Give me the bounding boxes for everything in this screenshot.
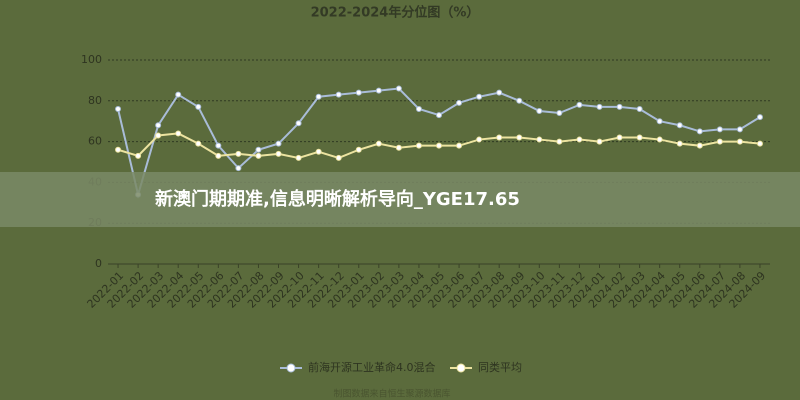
data-point: [536, 108, 543, 114]
data-point: [476, 136, 483, 143]
legend-marker: [456, 363, 466, 373]
data-point: [275, 150, 282, 157]
data-point: [616, 134, 623, 141]
data-point: [235, 165, 242, 172]
data-point: [676, 122, 683, 129]
data-point: [415, 142, 422, 149]
data-point: [215, 152, 222, 159]
data-point: [736, 138, 743, 145]
data-point: [436, 142, 442, 149]
banner-background: [0, 172, 800, 227]
data-point: [135, 152, 142, 159]
data-point: [716, 126, 723, 133]
data-point: [436, 112, 442, 119]
data-point: [195, 103, 202, 110]
data-point: [355, 146, 362, 153]
data-point: [596, 103, 603, 110]
data-point: [195, 140, 202, 147]
data-point: [556, 110, 563, 117]
data-point: [476, 93, 483, 100]
data-point: [335, 154, 342, 161]
legend-label: 同类平均: [478, 360, 522, 374]
y-tick-label: 80: [88, 94, 102, 107]
data-point: [295, 120, 302, 127]
chart-title: 2022-2024年分位图（%）: [311, 5, 480, 21]
data-point: [456, 142, 463, 149]
data-point: [596, 138, 603, 145]
data-point: [375, 140, 382, 147]
data-point: [696, 142, 703, 149]
source: 制图数据来自恒生聚源数据库: [333, 388, 450, 400]
banner: 新澳门期期准,信息明晰解析导向_YGE17.65: [155, 188, 520, 210]
data-point: [556, 138, 563, 145]
y-tick-label: 100: [81, 53, 102, 66]
legend-marker: [286, 363, 296, 373]
data-point: [456, 99, 463, 106]
y-tick-label: 0: [95, 257, 102, 270]
data-point: [335, 91, 342, 98]
data-point: [676, 140, 683, 147]
data-point: [756, 140, 763, 147]
data-point: [576, 136, 583, 143]
data-point: [395, 85, 402, 92]
data-point: [315, 148, 322, 155]
data-point: [255, 146, 262, 153]
data-point: [295, 154, 302, 161]
data-point: [656, 118, 663, 125]
data-point: [756, 114, 763, 121]
data-point: [496, 89, 503, 96]
data-point: [736, 126, 743, 133]
data-point: [255, 152, 262, 159]
data-point: [235, 150, 242, 157]
data-point: [115, 105, 122, 112]
data-point: [395, 144, 402, 151]
data-point: [215, 142, 222, 149]
data-point: [516, 97, 523, 104]
data-point: [175, 91, 182, 98]
y-tick-label: 60: [88, 135, 102, 148]
data-point: [616, 103, 623, 110]
data-point: [636, 105, 643, 112]
data-point: [115, 146, 122, 153]
legend-label: 前海开源工业革命4.0混合: [308, 360, 436, 374]
data-point: [275, 140, 282, 147]
data-point: [636, 134, 643, 141]
data-point: [496, 134, 503, 141]
data-point: [355, 89, 362, 96]
data-point: [315, 93, 322, 100]
data-point: [716, 138, 723, 145]
data-point: [415, 105, 422, 112]
data-point: [375, 87, 382, 94]
data-point: [516, 134, 523, 141]
data-point: [175, 130, 182, 137]
data-point: [155, 132, 162, 139]
data-point: [656, 136, 663, 143]
data-point: [155, 122, 162, 129]
data-point: [536, 136, 543, 143]
data-point: [576, 101, 583, 108]
data-point: [696, 128, 703, 135]
